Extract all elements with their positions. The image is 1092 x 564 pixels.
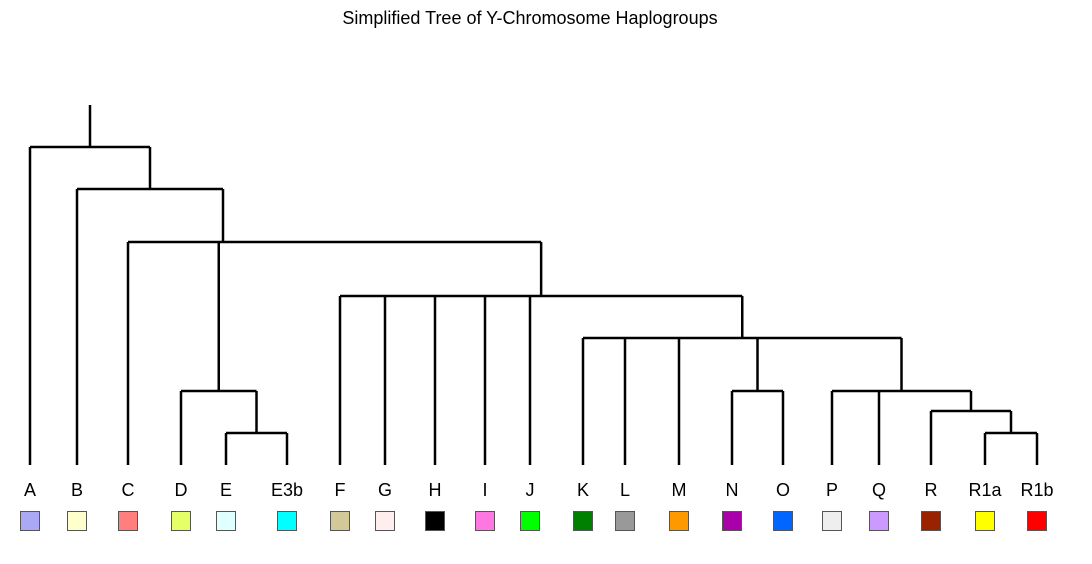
color-swatch-a (20, 511, 40, 531)
color-swatch-h (425, 511, 445, 531)
leaf-label-h: H (428, 480, 442, 500)
color-swatch-p (822, 511, 842, 531)
color-swatch-i (475, 511, 495, 531)
leaf-label-i: I (482, 480, 488, 500)
color-swatch-r1a (975, 511, 995, 531)
leaf-label-a: A (23, 480, 36, 500)
color-swatch-e3b (277, 511, 297, 531)
color-swatch-m (669, 511, 689, 531)
leaf-label-e3b: E3b (270, 480, 304, 500)
color-swatch-c (118, 511, 138, 531)
leaf-label-n: N (725, 480, 739, 500)
leaf-label-j: J (525, 480, 535, 500)
color-swatch-n (722, 511, 742, 531)
leaf-label-r1b: R1b (1020, 480, 1054, 500)
color-swatch-b (67, 511, 87, 531)
leaf-label-f: F (334, 480, 346, 500)
color-swatch-d (171, 511, 191, 531)
leaf-label-m: M (671, 480, 687, 500)
leaf-label-l: L (619, 480, 630, 500)
color-swatch-g (375, 511, 395, 531)
color-swatch-l (615, 511, 635, 531)
color-swatch-f (330, 511, 350, 531)
color-swatch-r1b (1027, 511, 1047, 531)
leaf-label-q: Q (871, 480, 886, 500)
leaf-label-r: R (924, 480, 938, 500)
leaf-label-p: P (825, 480, 838, 500)
leaf-label-b: B (70, 480, 83, 500)
leaf-label-o: O (775, 480, 790, 500)
leaf-label-k: K (576, 480, 589, 500)
page-title: Simplified Tree of Y-Chromosome Haplogro… (342, 8, 718, 28)
leaf-label-c: C (121, 480, 135, 500)
color-swatch-o (773, 511, 793, 531)
color-swatch-j (520, 511, 540, 531)
color-swatch-r (921, 511, 941, 531)
leaf-label-e: E (219, 480, 232, 500)
color-swatch-e (216, 511, 236, 531)
leaf-label-r1a: R1a (968, 480, 1002, 500)
color-swatch-q (869, 511, 889, 531)
leaf-label-d: D (174, 480, 188, 500)
leaf-label-g: G (377, 480, 392, 500)
color-swatch-k (573, 511, 593, 531)
